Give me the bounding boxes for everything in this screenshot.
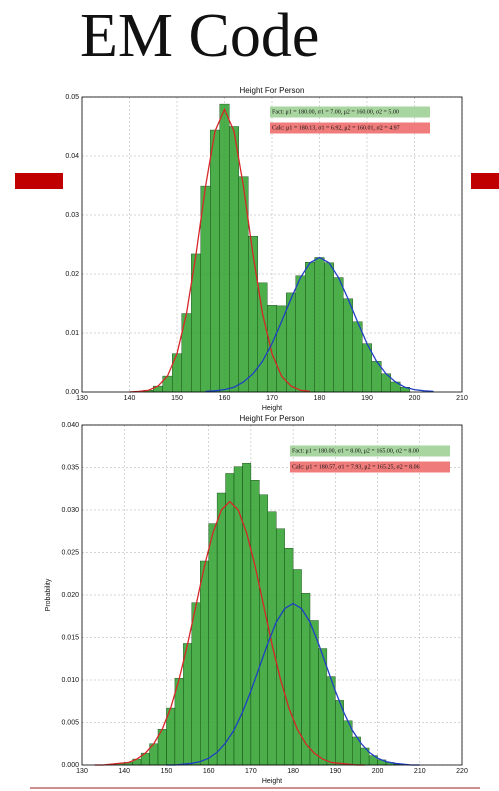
y-axis-label: Probability — [45, 578, 52, 611]
histogram-bar — [324, 262, 334, 393]
histogram-bar — [309, 620, 319, 766]
annotation-box — [290, 461, 450, 473]
histogram-bar — [172, 353, 182, 393]
histogram-bar — [292, 569, 302, 766]
annotation: Fact: μ1 = 180.00, σ1 = 7.00, μ2 = 160.0… — [272, 109, 399, 115]
axes-frame — [81, 96, 463, 393]
y-tick-label: 0.00 — [65, 389, 79, 396]
x-tick-label: 130 — [76, 768, 88, 775]
y-tick-label: 0.040 — [61, 422, 79, 429]
x-tick-label: 170 — [266, 395, 278, 402]
y-tick-label: 0.020 — [61, 592, 79, 599]
y-tick-label: 0.04 — [65, 153, 79, 160]
histogram-bar — [257, 282, 268, 393]
histogram-bar — [219, 103, 230, 393]
fit-curve — [94, 500, 365, 766]
x-tick-label: 180 — [287, 768, 299, 775]
histogram-bar — [200, 185, 211, 393]
histogram-bar — [352, 321, 363, 393]
histogram-bar — [333, 277, 344, 393]
decor-bar — [15, 173, 63, 189]
x-tick-label: 180 — [314, 395, 326, 402]
x-tick-label: 140 — [124, 395, 136, 402]
x-tick-label: 210 — [414, 768, 426, 775]
y-tick-label: 0.030 — [61, 507, 79, 514]
histogram-bar — [295, 275, 306, 393]
y-tick-label: 0.025 — [61, 549, 79, 556]
x-tick-label: 130 — [76, 395, 88, 402]
slide-title: EM Code — [80, 2, 319, 70]
histogram-bar — [183, 643, 192, 766]
histogram-bar — [305, 262, 315, 393]
y-tick-label: 0.015 — [61, 634, 79, 641]
histogram-bar — [284, 548, 294, 766]
annotation-box — [290, 445, 450, 457]
y-tick-label: 0.035 — [61, 464, 79, 471]
histogram-bar — [259, 494, 268, 766]
decor-bar — [471, 173, 499, 189]
histogram-bar — [225, 473, 235, 766]
x-tick-label: 150 — [161, 768, 173, 775]
x-tick-label: 220 — [456, 768, 468, 775]
fit-curve — [166, 602, 420, 766]
histogram-bar — [191, 602, 201, 766]
histogram-bar — [229, 126, 239, 393]
x-tick-label: 140 — [118, 768, 130, 775]
histogram-bar — [210, 129, 220, 393]
x-tick-label: 190 — [361, 395, 373, 402]
fit-curve — [129, 107, 311, 393]
x-tick-label: 160 — [203, 768, 215, 775]
x-tick-label: 160 — [219, 395, 231, 402]
histogram-bar — [343, 298, 353, 393]
histogram-bar — [216, 492, 226, 766]
y-tick-label: 0.01 — [65, 330, 79, 337]
x-axis-label: Height — [262, 405, 282, 412]
x-tick-label: 200 — [372, 768, 384, 775]
histogram-bar — [200, 560, 209, 766]
chart-title: Height For Person — [240, 414, 305, 423]
y-tick-label: 0.03 — [65, 212, 79, 219]
chart-title: Height For Person — [240, 86, 305, 95]
histogram-bar — [250, 480, 260, 766]
x-tick-label: 200 — [409, 395, 421, 402]
histogram-bar — [276, 528, 285, 766]
histogram-bar — [318, 648, 328, 766]
histogram-bar — [326, 676, 336, 766]
histogram-bar — [314, 257, 325, 393]
y-tick-label: 0.010 — [61, 677, 79, 684]
annotation: Calc: μ1 = 180.13, σ1 = 6.92, μ2 = 160.0… — [272, 125, 400, 131]
annotation-box — [270, 122, 430, 134]
annotation: Fact: μ1 = 180.00, σ1 = 8.00, μ2 = 165.0… — [292, 448, 419, 454]
y-tick-label: 0.05 — [65, 94, 79, 101]
histogram-bar — [208, 523, 218, 766]
x-tick-label: 190 — [329, 768, 341, 775]
annotation-box — [270, 106, 430, 118]
axes-frame — [81, 424, 463, 766]
annotation: Calc: μ1 = 180.57, σ1 = 7.93, μ2 = 165.2… — [292, 464, 420, 470]
x-tick-label: 150 — [171, 395, 183, 402]
histogram-bar — [267, 511, 277, 766]
x-tick-label: 210 — [456, 395, 468, 402]
x-axis-label: Height — [262, 778, 282, 785]
histogram-bar — [162, 375, 173, 393]
histogram-bar — [242, 463, 252, 766]
y-tick-label: 0.02 — [65, 271, 79, 278]
x-tick-label: 170 — [245, 768, 257, 775]
y-tick-label: 0.005 — [61, 719, 79, 726]
fit-curve — [205, 256, 434, 393]
y-tick-label: 0.000 — [61, 762, 79, 769]
